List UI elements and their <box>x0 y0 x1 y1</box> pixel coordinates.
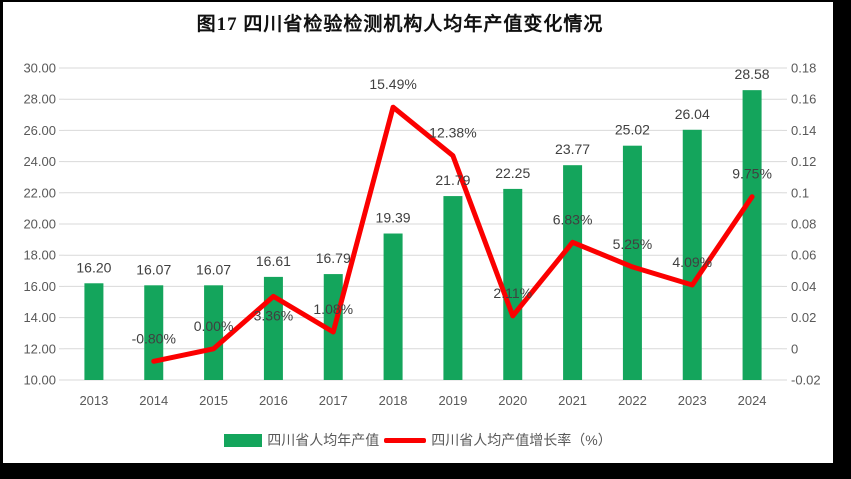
left-axis-tick-labels: 30.00 28.00 26.00 24.00 22.00 20.00 18.00 16.00… <box>23 61 56 388</box>
line-series <box>151 104 755 364</box>
x-label-2024: 2024 <box>738 393 767 408</box>
right-axis-tick-label: -0.02 <box>791 373 821 388</box>
axis-ticks <box>59 67 787 381</box>
bar-2020 <box>503 188 523 380</box>
bar-data-labels: 16.20 16.07 16.07 16.61 16.79 19.39 21.79 22.25… <box>76 66 769 277</box>
bar-2018 <box>383 233 403 380</box>
line-label-2018: 15.49% <box>369 76 416 92</box>
bar-label-2019: 21.79 <box>435 172 470 188</box>
legend: 四川省人均年产值 四川省人均产值增长率（%） <box>3 430 833 450</box>
left-axis-tick-label: 18.00 <box>23 248 56 263</box>
bar-2019 <box>443 196 463 380</box>
x-label-2020: 2020 <box>498 393 527 408</box>
chart-title: 图17 四川省检验检测机构人均年产值变化情况 <box>196 14 604 35</box>
line-label-2021: 6.83% <box>553 211 593 227</box>
left-axis-tick-label: 10.00 <box>23 373 56 388</box>
right-axis-tick-label: 0.12 <box>791 154 816 169</box>
x-axis-category-labels: 2013 2014 2015 2016 2017 2018 2019 2020 2021 2022… <box>79 393 766 408</box>
line-data-labels: -0.80% 0.00% 3.36% 1.08% 15.49% 12.38% 2.11% 6.… <box>132 76 772 346</box>
bar-label-2017: 16.79 <box>316 250 351 266</box>
bar-label-2013: 16.20 <box>76 259 111 275</box>
line-label-2014: -0.80% <box>132 330 176 346</box>
bar-2015 <box>204 285 224 380</box>
right-axis-tick-labels: 0.18 0.16 0.14 0.12 0.1 0.08 0.06 0.04 0.02 0 -0.0… <box>791 61 821 388</box>
right-axis-tick-label: 0.02 <box>791 310 816 325</box>
line-label-2024: 9.75% <box>732 166 772 182</box>
bar-label-2018: 19.39 <box>376 210 411 226</box>
left-axis-tick-label: 20.00 <box>23 217 56 232</box>
legend-line-label: 四川省人均产值增长率（%） <box>431 432 612 448</box>
x-label-2014: 2014 <box>139 393 168 408</box>
x-label-2018: 2018 <box>379 393 408 408</box>
left-axis-tick-label: 22.00 <box>23 185 56 200</box>
left-axis-tick-label: 26.00 <box>23 123 56 138</box>
right-axis-tick-label: 0 <box>791 341 798 356</box>
bar-label-2020: 22.25 <box>495 165 530 181</box>
bar-2021 <box>563 165 583 380</box>
left-axis-tick-label: 12.00 <box>23 341 56 356</box>
legend-line-swatch <box>384 437 427 443</box>
right-axis-tick-label: 0.08 <box>791 217 816 232</box>
x-label-2013: 2013 <box>79 393 108 408</box>
bar-2016 <box>263 276 283 380</box>
right-axis-tick-label: 0.18 <box>791 61 816 76</box>
x-label-2015: 2015 <box>199 393 228 408</box>
right-axis-tick-label: 0.06 <box>791 248 816 263</box>
left-axis-tick-label: 28.00 <box>23 92 56 107</box>
x-label-2022: 2022 <box>618 393 647 408</box>
right-axis-tick-label: 0.04 <box>791 279 816 294</box>
bar-2022 <box>622 145 642 380</box>
line-label-2022: 5.25% <box>613 236 653 252</box>
bar-label-2024: 28.58 <box>735 66 770 82</box>
line-label-2015: 0.00% <box>194 318 234 334</box>
legend-bar-label: 四川省人均年产值 <box>267 432 380 448</box>
right-axis-tick-label: 0.14 <box>791 123 816 138</box>
bar-2014 <box>144 285 164 380</box>
line-label-2017: 1.08% <box>313 301 353 317</box>
x-label-2023: 2023 <box>678 393 707 408</box>
left-axis-tick-label: 24.00 <box>23 154 56 169</box>
gridlines <box>64 67 782 381</box>
x-label-2017: 2017 <box>319 393 348 408</box>
line-label-2016: 3.36% <box>254 307 294 323</box>
line-label-2023: 4.09% <box>672 254 712 270</box>
x-label-2016: 2016 <box>259 393 288 408</box>
line-label-2020: 2.11% <box>493 285 532 301</box>
growth-rate-line <box>151 104 755 364</box>
line-label-2019: 12.38% <box>429 125 476 141</box>
x-label-2019: 2019 <box>438 393 467 408</box>
x-label-2021: 2021 <box>558 393 587 408</box>
bar-2013 <box>84 283 104 380</box>
bar-label-2016: 16.61 <box>256 253 291 269</box>
legend-bar-swatch <box>224 433 263 447</box>
right-axis-tick-label: 0.1 <box>791 185 809 200</box>
bar-label-2015: 16.07 <box>196 261 231 277</box>
bar-2024 <box>742 90 762 380</box>
left-axis-tick-label: 14.00 <box>23 310 56 325</box>
bar-label-2022: 25.02 <box>615 122 650 138</box>
bar-label-2021: 23.77 <box>555 141 590 157</box>
right-axis-tick-label: 0.16 <box>791 92 816 107</box>
bar-label-2014: 16.07 <box>136 261 171 277</box>
left-axis-tick-label: 30.00 <box>23 61 56 76</box>
bar-series <box>84 90 762 380</box>
bar-label-2023: 26.04 <box>675 106 710 122</box>
left-axis-tick-label: 16.00 <box>23 279 56 294</box>
bar-2023 <box>682 129 702 380</box>
